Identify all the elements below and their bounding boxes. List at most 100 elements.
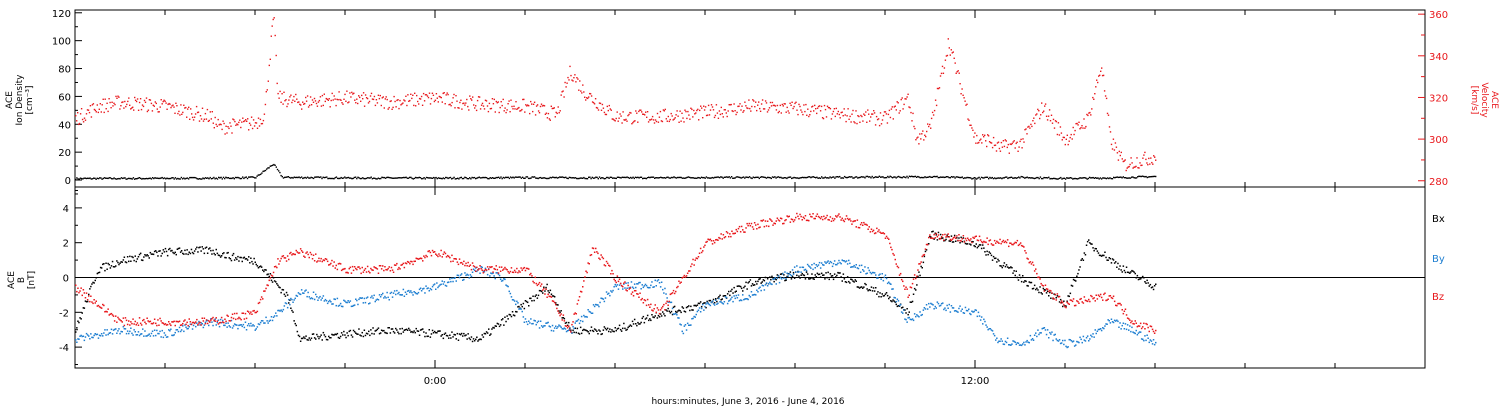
bx-point — [758, 278, 760, 281]
by-point — [371, 295, 373, 297]
velocity-point — [785, 111, 787, 113]
velocity-point — [539, 105, 542, 108]
velocity-point — [598, 102, 601, 104]
by-point — [601, 297, 603, 300]
bx-point — [463, 332, 465, 335]
velocity-point — [174, 112, 176, 114]
velocity-point — [617, 120, 619, 122]
bz-point — [291, 254, 293, 256]
bx-point — [322, 331, 325, 334]
velocity-point — [1114, 142, 1117, 144]
density-point — [722, 177, 724, 179]
bx-point — [497, 323, 500, 325]
bz-point — [987, 243, 989, 246]
bx-point — [600, 333, 602, 336]
velocity-point — [280, 101, 282, 103]
bx-point — [452, 336, 454, 338]
density-point — [458, 178, 460, 180]
by-point — [1006, 337, 1009, 339]
by-point — [428, 290, 430, 292]
by-point — [1033, 334, 1036, 336]
by-point — [206, 319, 209, 322]
bx-point — [173, 252, 175, 255]
bx-point — [276, 283, 278, 285]
density-point — [793, 176, 795, 179]
velocity-point — [182, 111, 184, 114]
density-point — [515, 176, 518, 178]
density-point — [378, 178, 381, 180]
bz-point — [537, 283, 540, 285]
bz-point — [711, 243, 714, 245]
velocity-point — [1139, 162, 1141, 164]
velocity-point — [911, 120, 913, 122]
by-point — [318, 297, 320, 299]
bx-point — [622, 327, 624, 330]
bz-point — [414, 260, 416, 262]
by-point — [322, 295, 325, 297]
bx-point — [876, 293, 878, 295]
velocity-point — [991, 146, 994, 149]
by-point — [248, 323, 250, 325]
bx-point — [338, 337, 341, 339]
bx-point — [885, 292, 888, 294]
velocity-point — [1148, 157, 1150, 160]
by-point — [1119, 322, 1121, 324]
by-point — [85, 332, 88, 335]
bz-point — [587, 262, 589, 264]
by-point — [731, 296, 733, 299]
bx-point — [1115, 261, 1117, 263]
density-point — [1096, 177, 1098, 179]
by-point — [959, 305, 961, 307]
by-point — [383, 297, 385, 299]
velocity-point — [300, 104, 302, 106]
bz-point — [691, 263, 693, 265]
velocity-point — [134, 99, 137, 101]
by-point — [806, 263, 809, 266]
density-point — [1155, 175, 1157, 178]
by-point — [270, 316, 273, 318]
bz-point — [892, 252, 894, 255]
by-point — [1078, 341, 1080, 344]
bx-point — [1153, 285, 1156, 287]
bz-point — [662, 305, 664, 308]
bz-point — [666, 300, 668, 303]
by-point — [654, 279, 656, 282]
by-point — [576, 320, 579, 322]
by-point — [266, 320, 268, 322]
velocity-point — [845, 120, 847, 123]
by-point — [348, 301, 350, 304]
velocity-point — [473, 104, 475, 106]
density-point — [739, 176, 741, 179]
bz-point — [737, 227, 740, 230]
by-point — [278, 309, 280, 312]
density-point — [646, 177, 649, 179]
velocity-point — [1015, 142, 1017, 145]
bx-point — [734, 291, 736, 293]
by-point — [455, 280, 457, 282]
velocity-point — [463, 102, 465, 104]
bz-point — [733, 232, 735, 235]
density-point — [684, 177, 686, 179]
bz-point — [1032, 264, 1035, 266]
bx-point — [135, 260, 137, 263]
bx-point — [770, 278, 772, 281]
bz-point — [682, 276, 685, 278]
density-point — [338, 177, 340, 180]
velocity-point — [870, 116, 872, 118]
by-point — [1014, 341, 1016, 343]
density-point — [740, 177, 742, 179]
velocity-point — [705, 114, 708, 117]
by-point — [258, 323, 261, 326]
density-point — [191, 176, 193, 179]
bx-point — [178, 247, 181, 249]
bx-point — [428, 329, 430, 331]
bz-point — [839, 216, 841, 218]
by-point — [458, 276, 461, 279]
density-point — [446, 176, 448, 179]
bx-point — [536, 297, 539, 299]
bz-point — [191, 321, 194, 324]
density-point — [1119, 176, 1121, 178]
velocity-point — [541, 105, 544, 107]
velocity-point — [874, 124, 877, 126]
density-point — [712, 177, 715, 179]
